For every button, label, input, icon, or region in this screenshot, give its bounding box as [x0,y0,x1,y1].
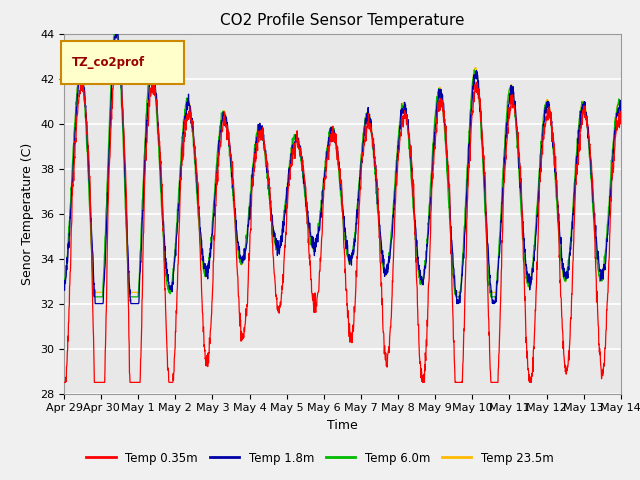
Text: TZ_co2prof: TZ_co2prof [72,56,145,69]
Legend: Temp 0.35m, Temp 1.8m, Temp 6.0m, Temp 23.5m: Temp 0.35m, Temp 1.8m, Temp 6.0m, Temp 2… [81,447,559,469]
Title: CO2 Profile Sensor Temperature: CO2 Profile Sensor Temperature [220,13,465,28]
X-axis label: Time: Time [327,419,358,432]
Y-axis label: Senor Temperature (C): Senor Temperature (C) [22,143,35,285]
FancyBboxPatch shape [61,41,184,84]
